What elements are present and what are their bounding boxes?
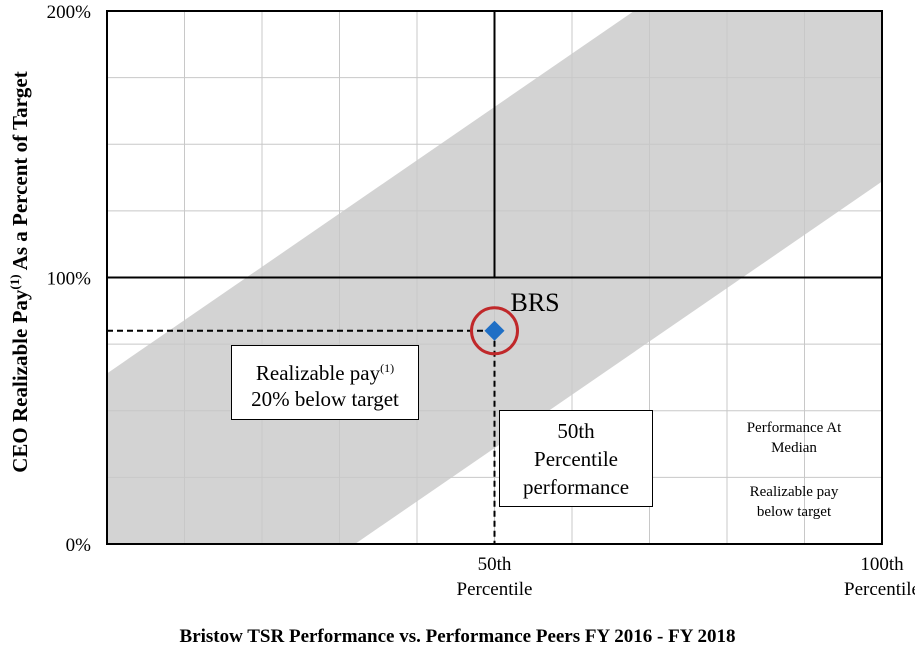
data-point-label: BRS <box>511 288 560 317</box>
y-tick-label: 100% <box>47 269 92 290</box>
data-point-marker <box>484 320 505 341</box>
x-axis-title: Bristow TSR Performance vs. Performance … <box>179 626 736 647</box>
percentile-performance-callout: 50th Percentile performance <box>499 410 653 507</box>
x-tick-label: 50th <box>478 554 512 575</box>
quadrant-note: Performance At Median Realizable pay bel… <box>746 420 842 520</box>
percentile-line-3: performance <box>522 475 630 499</box>
data-points: BRS <box>470 288 560 356</box>
percentile-line-2: Percentile <box>534 447 618 471</box>
x-tick-label: 100th <box>860 554 904 575</box>
y-tick-label: 200% <box>47 2 92 23</box>
tick-labels: 0% 100% 200% 50th Percentile 100th Percentile <box>47 2 915 600</box>
realizable-pay-callout: Realizable pay(1) 20% below target <box>231 345 419 420</box>
highlight-circle <box>470 306 519 356</box>
percentile-line-1: 50th <box>557 419 595 443</box>
y-axis-title-wrap: CEO Realizable Pay(1) As a Percent of Ta… <box>2 0 38 560</box>
reference-lines <box>107 329 496 544</box>
x-tick-label-sub: Percentile <box>844 579 915 600</box>
y-axis-title: CEO Realizable Pay(1) As a Percent of Ta… <box>7 71 32 473</box>
x-tick-label-sub: Percentile <box>457 579 533 600</box>
y-tick-label: 0% <box>66 535 92 556</box>
